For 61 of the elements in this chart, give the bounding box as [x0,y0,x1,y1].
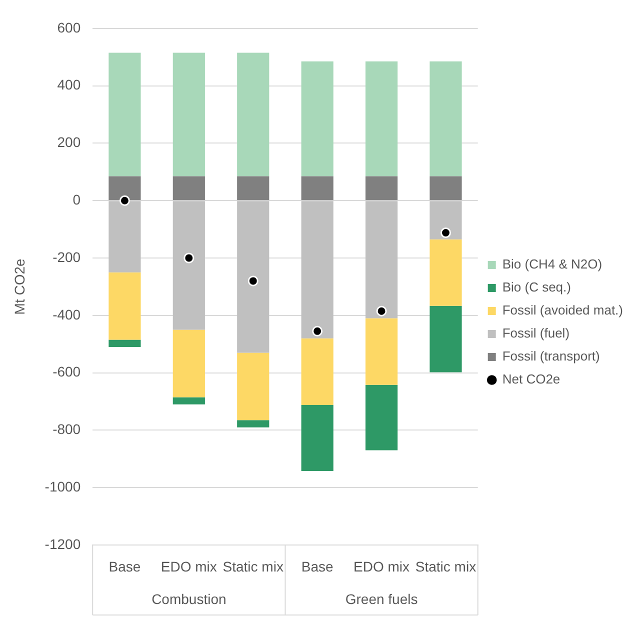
point [248,276,258,286]
x-tick-label: EDO mix [354,558,410,574]
x-tick-label: Base [108,558,141,574]
y-tick-label: -1200 [44,536,81,552]
bar [237,420,270,428]
text: Combustion [152,590,226,607]
legend-label: Bio (C seq.) [502,280,571,295]
y-tick-label: 0 [72,191,81,208]
bar [108,272,141,340]
bar [237,176,270,200]
bar [430,61,462,176]
point [184,252,194,264]
bar [172,397,205,404]
legend-label: Net CO2e [502,372,560,387]
point [312,326,323,336]
y-tick-label: 400 [57,76,81,93]
legend-label: Fossil (fuel) [502,326,570,341]
x-tick-label: Base [301,558,334,574]
bar [365,201,398,318]
y-tick-label: -200 [52,248,81,265]
bar [108,52,141,176]
y-tick-label: -600 [52,364,81,380]
y-axis-title: Mt CO2e [11,258,28,315]
bar [237,52,270,176]
bar [301,404,334,471]
bar [172,52,205,176]
bar [172,176,205,200]
bar [108,201,141,272]
text: Green fuels [345,590,418,607]
x-tick-label: Static mix [222,558,284,574]
y-tick-label: 600 [57,19,81,36]
bar [172,201,205,330]
y-tick-label: -800 [52,421,81,438]
bar [301,176,334,200]
bar [301,201,334,338]
bar [237,201,270,353]
bar [430,306,462,372]
bar [365,176,398,200]
bar [301,61,334,176]
bar [430,201,462,240]
x-tick-label: Static mix [415,558,476,574]
bar [365,318,398,385]
bar [365,384,398,450]
point [376,306,387,316]
y-tick-label: -1000 [44,478,81,494]
y-tick-label: 200 [57,134,81,150]
bar [301,338,334,405]
bar [172,330,205,398]
bar [430,176,462,200]
legend-label: Fossil (avoided mat.) [502,302,624,318]
y-tick-label: -400 [52,306,81,322]
bar [365,61,398,176]
bar [430,239,462,306]
x-tick-label: EDO mix [160,558,217,574]
legend-label: Bio (CH4 & N2O) [502,256,602,272]
point [440,227,451,238]
point [119,195,130,206]
bar [237,352,270,420]
bar [108,340,141,347]
bar [108,176,141,200]
legend-label: Fossil (transport) [502,348,600,364]
